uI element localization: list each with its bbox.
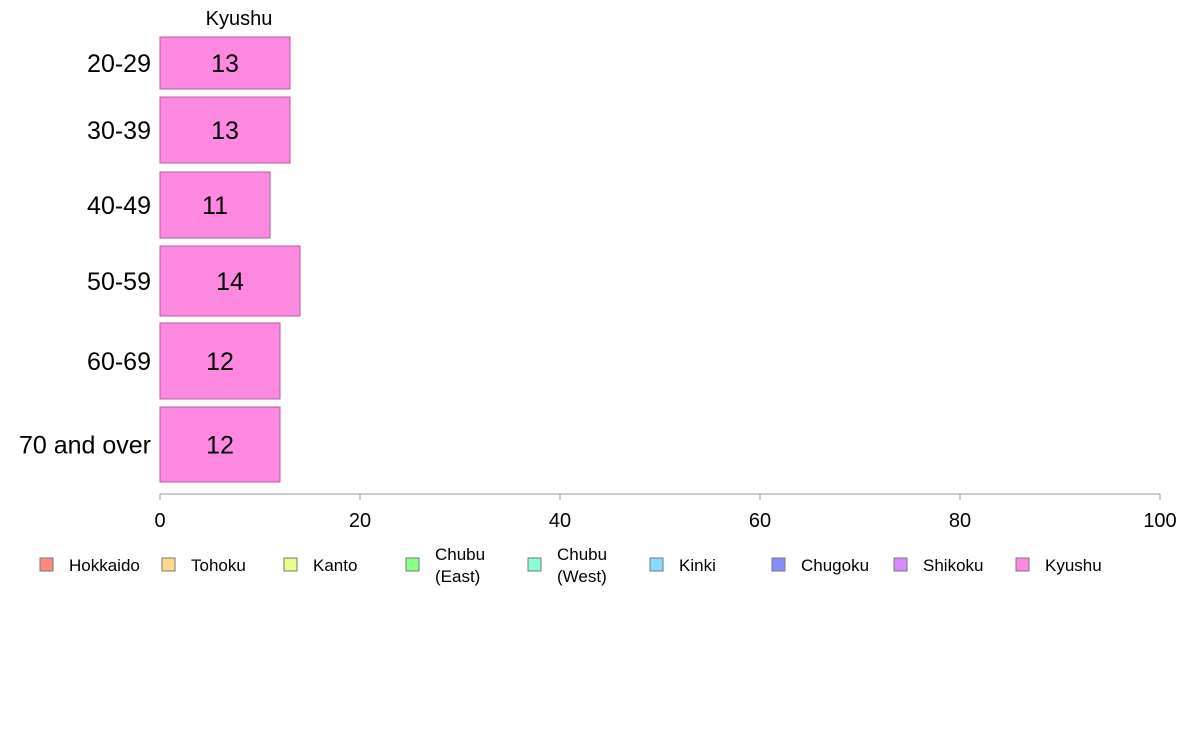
legend-item: Kinki bbox=[649, 556, 716, 575]
data-label: 12 bbox=[206, 432, 234, 460]
legend-swatch bbox=[405, 557, 420, 572]
x-tick-label: 0 bbox=[154, 510, 165, 532]
legend: Hokkaido Tohoku Kanto Chubu (East) Chubu (West… bbox=[39, 545, 1102, 586]
legend-label: Chubu (West) bbox=[557, 545, 607, 586]
plot-area: Kyushu 20-29 13 30-39 13 40-49 11 50-59 14 60-69 1… bbox=[19, 8, 301, 483]
legend-item: Chugoku bbox=[771, 556, 869, 575]
legend-swatch bbox=[527, 557, 542, 572]
category-label: 20-29 bbox=[87, 50, 151, 78]
legend-label: Kanto bbox=[313, 556, 357, 575]
bar bbox=[159, 406, 281, 483]
legend-item: Shikoku bbox=[893, 556, 983, 575]
legend-item: Tohoku bbox=[161, 556, 246, 575]
legend-item: Chubu (East) bbox=[405, 545, 485, 586]
legend-label: Hokkaido bbox=[69, 556, 140, 575]
bar bbox=[159, 171, 271, 239]
legend-item: Kanto bbox=[283, 556, 357, 575]
data-label: 13 bbox=[211, 50, 239, 78]
category-label: 50-59 bbox=[87, 268, 151, 296]
legend-label: Kinki bbox=[679, 556, 716, 575]
legend-swatch bbox=[771, 557, 786, 572]
category-label: 60-69 bbox=[87, 348, 151, 376]
legend-label: Tohoku bbox=[191, 556, 246, 575]
x-tick-label: 40 bbox=[549, 510, 571, 532]
category-label: 40-49 bbox=[87, 192, 151, 220]
legend-label: Chugoku bbox=[801, 556, 869, 575]
series-header: Kyushu bbox=[206, 8, 273, 30]
bar bbox=[159, 322, 281, 400]
legend-label: Shikoku bbox=[923, 556, 983, 575]
x-tick-label: 60 bbox=[749, 510, 771, 532]
legend-item: Kyushu bbox=[1015, 556, 1102, 575]
data-label: 12 bbox=[206, 348, 234, 376]
category-label: 70 and over bbox=[19, 432, 151, 460]
data-label: 11 bbox=[202, 192, 228, 220]
data-label: 14 bbox=[216, 268, 244, 296]
legend-swatch bbox=[161, 557, 176, 572]
data-label: 13 bbox=[211, 117, 239, 145]
legend-item: Hokkaido bbox=[39, 556, 140, 575]
bar bbox=[159, 96, 291, 164]
legend-swatch bbox=[39, 557, 54, 572]
category-label: 30-39 bbox=[87, 117, 151, 145]
bar bbox=[159, 245, 301, 317]
x-tick-label: 20 bbox=[349, 510, 371, 532]
legend-item: Chubu (West) bbox=[527, 545, 607, 586]
legend-swatch bbox=[283, 557, 298, 572]
bar bbox=[159, 36, 291, 90]
x-tick-label: 100 bbox=[1143, 510, 1176, 532]
legend-swatch bbox=[649, 557, 664, 572]
legend-label: Chubu (East) bbox=[435, 545, 485, 586]
x-axis: 0 20 40 60 80 100 bbox=[154, 493, 1177, 532]
x-tick-label: 80 bbox=[949, 510, 971, 532]
legend-swatch bbox=[1015, 557, 1030, 572]
legend-label: Kyushu bbox=[1045, 556, 1102, 575]
legend-swatch bbox=[893, 557, 908, 572]
